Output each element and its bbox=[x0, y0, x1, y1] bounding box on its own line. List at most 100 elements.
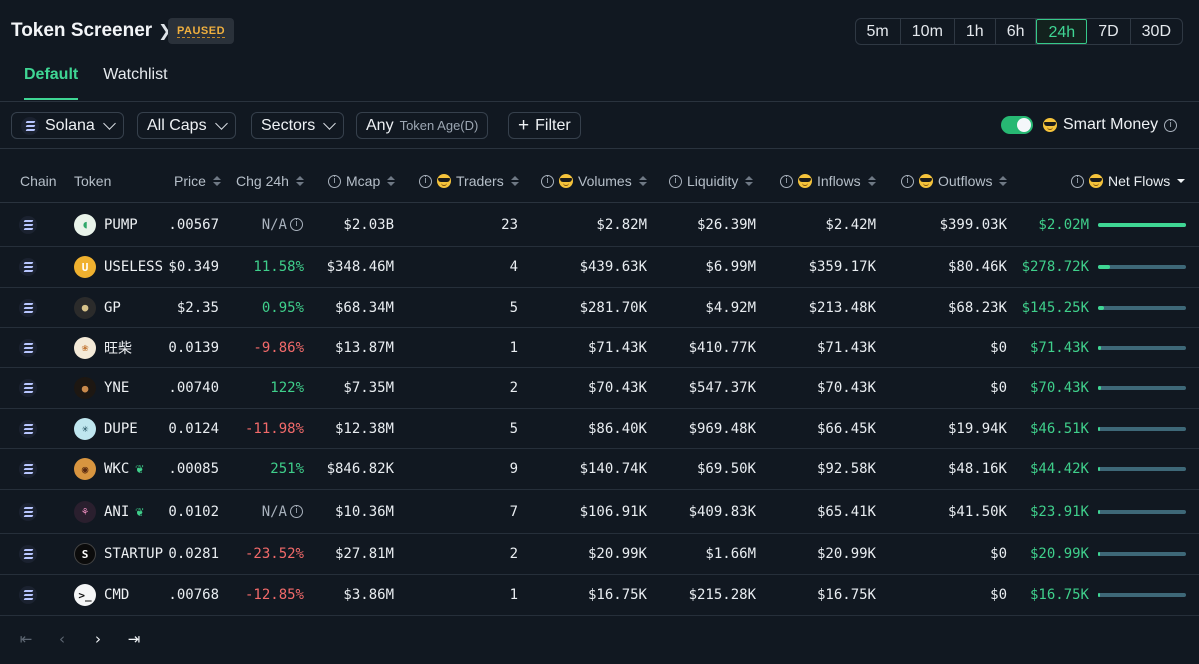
net-flows-bar bbox=[1098, 386, 1186, 390]
col-inflows[interactable]: i Inflows bbox=[780, 173, 876, 189]
col-liquidity[interactable]: i Liquidity bbox=[669, 173, 754, 189]
traders-cell: 1 bbox=[509, 587, 518, 603]
token-name-cell[interactable]: YNE bbox=[104, 380, 129, 396]
token-name-cell[interactable]: PUMP bbox=[104, 217, 138, 233]
info-icon[interactable]: i bbox=[419, 174, 432, 188]
first-page-icon[interactable]: ⇤ bbox=[19, 630, 33, 648]
table-row[interactable]: ● GP $2.35 0.95% $68.34M 5 $281.70K $4.92M $213.… bbox=[0, 288, 1199, 328]
token-name-cell[interactable]: ANI ❦ bbox=[104, 504, 144, 520]
col-mcap-label: Mcap bbox=[346, 173, 381, 189]
timeframe-5m[interactable]: 5m bbox=[856, 19, 901, 44]
timeframe-6h[interactable]: 6h bbox=[996, 19, 1037, 44]
timeframe-7d[interactable]: 7D bbox=[1087, 19, 1131, 44]
token-name-cell[interactable]: GP bbox=[104, 300, 121, 316]
col-outflows[interactable]: i Outflows bbox=[901, 173, 1008, 189]
token-name-cell[interactable]: CMD bbox=[104, 587, 129, 603]
filter-bar: Solana All Caps Sectors Any Token Age(D)… bbox=[0, 102, 1199, 149]
timeframe-30d[interactable]: 30D bbox=[1141, 23, 1171, 40]
col-net-flows[interactable]: i Net Flows bbox=[1071, 173, 1186, 189]
table-row[interactable]: U USELESS $0.349 11.58% $348.46M 4 $439.63K $6.… bbox=[0, 247, 1199, 288]
price-cell: .00567 bbox=[168, 216, 219, 233]
net-flows-cell: $46.51K bbox=[1029, 420, 1089, 437]
info-icon[interactable]: i bbox=[290, 218, 303, 231]
col-chg[interactable]: Chg 24h bbox=[236, 173, 304, 189]
token-name-cell[interactable]: STARTUP bbox=[104, 546, 163, 562]
liquidity-cell: $410.77K bbox=[688, 339, 756, 356]
next-page-icon[interactable]: › bbox=[95, 630, 101, 648]
timeframe-1h[interactable]: 1h bbox=[955, 19, 996, 44]
net-flows-bar-fill bbox=[1098, 552, 1100, 556]
table-row[interactable]: ◉ WKC ❦ .00085 251% $846.82K 9 $140.74K $69.50K $… bbox=[0, 449, 1199, 490]
token-name-cell[interactable]: WKC ❦ bbox=[104, 461, 144, 477]
chg-24h-cell: N/A i bbox=[262, 504, 303, 520]
table-row[interactable]: ⚘ ANI ❦ 0.0102 N/A i $10.36M 7 $106.91K $409.83K $… bbox=[0, 490, 1199, 534]
info-icon[interactable]: i bbox=[1071, 174, 1084, 188]
info-icon[interactable]: i bbox=[290, 505, 303, 518]
sort-icon bbox=[510, 176, 519, 186]
timeframe-24h[interactable]: 24h bbox=[1036, 19, 1088, 44]
table-row[interactable]: ● YNE .00740 122% $7.35M 2 $70.43K $547.37K $70.… bbox=[0, 368, 1199, 409]
token-age-filter[interactable]: Any Token Age(D) bbox=[356, 112, 489, 139]
traders-cell: 2 bbox=[509, 380, 518, 396]
info-icon[interactable]: i bbox=[669, 174, 682, 188]
table-row[interactable]: S STARTUP 0.0281 -23.52% $27.81M 2 $20.99K $1.6… bbox=[0, 534, 1199, 575]
tab-default[interactable]: Default bbox=[24, 66, 79, 100]
wkc-avatar-icon: ◉ bbox=[74, 458, 96, 480]
inflows-cell: $20.99K bbox=[816, 546, 876, 562]
status-badge-label: PAUSED bbox=[177, 25, 226, 38]
chg-24h-cell: 251% bbox=[270, 461, 304, 477]
sort-icon bbox=[867, 176, 876, 186]
chg-24h-cell: -12.85% bbox=[244, 587, 304, 603]
outflows-cell: $48.16K bbox=[947, 461, 1007, 477]
tab-watchlist[interactable]: Watchlist bbox=[103, 66, 168, 83]
chevron-down-icon bbox=[214, 117, 228, 130]
pill-icon: ◖ bbox=[74, 213, 96, 236]
net-flows-bar bbox=[1098, 222, 1186, 227]
net-flows-cell: $44.42K bbox=[1029, 461, 1089, 477]
page-title[interactable]: Token Screener ❯ bbox=[11, 20, 172, 42]
token-name-cell[interactable]: 旺柴 bbox=[104, 338, 132, 358]
sunglasses-emoji-icon bbox=[1089, 174, 1103, 188]
prev-page-icon[interactable]: ‹ bbox=[59, 630, 65, 648]
info-icon[interactable]: i bbox=[1164, 118, 1178, 132]
traders-cell: 2 bbox=[509, 546, 518, 562]
net-flows-bar-fill bbox=[1098, 426, 1100, 431]
token-name-cell[interactable]: DUPE bbox=[104, 421, 138, 437]
traders-cell: 23 bbox=[501, 216, 518, 233]
table-row[interactable]: ◖ PUMP .00567 N/A i $2.03B 23 $2.82M $26.39M $2.4… bbox=[0, 203, 1199, 247]
net-flows-bar-fill bbox=[1098, 222, 1186, 227]
smart-money-toggle[interactable] bbox=[1001, 116, 1033, 134]
sprout-icon: ❦ bbox=[135, 503, 144, 520]
outflows-cell: $0 bbox=[990, 380, 1007, 396]
last-page-icon[interactable]: ⇥ bbox=[127, 630, 141, 648]
caps-dropdown[interactable]: All Caps bbox=[137, 112, 236, 139]
info-icon[interactable]: i bbox=[328, 174, 341, 188]
timeframe-10m[interactable]: 10m bbox=[901, 19, 955, 44]
sectors-dropdown[interactable]: Sectors bbox=[251, 112, 345, 139]
outflows-cell: $80.46K bbox=[947, 259, 1007, 275]
table-row[interactable]: ✳ DUPE 0.0124 -11.98% $12.38M 5 $86.40K $969.48… bbox=[0, 409, 1199, 449]
info-icon[interactable]: i bbox=[901, 174, 914, 188]
table-row[interactable]: ❀ 旺柴 0.0139 -9.86% $13.87M 1 $71.43K $410.77K $7… bbox=[0, 328, 1199, 368]
net-flows-cell: $2.02M bbox=[1038, 216, 1089, 233]
col-traders[interactable]: i Traders bbox=[419, 173, 519, 189]
chain-dropdown[interactable]: Solana bbox=[11, 112, 124, 139]
outflows-cell: $41.50K bbox=[947, 503, 1007, 520]
col-chain: Chain bbox=[20, 173, 57, 189]
liquidity-cell: $547.37K bbox=[688, 380, 756, 396]
token-name: WKC bbox=[104, 461, 130, 477]
col-mcap[interactable]: i Mcap bbox=[328, 173, 396, 189]
liquidity-cell: $215.28K bbox=[688, 587, 756, 603]
table-row[interactable]: >_ CMD .00768 -12.85% $3.86M 1 $16.75K $215.28K… bbox=[0, 575, 1199, 616]
net-flows-bar bbox=[1098, 265, 1186, 269]
col-volumes[interactable]: i Volumes bbox=[541, 173, 647, 189]
net-flows-cell: $278.72K bbox=[1021, 259, 1089, 275]
token-name-cell[interactable]: USELESS bbox=[104, 259, 163, 275]
status-badge[interactable]: PAUSED bbox=[168, 18, 235, 44]
info-icon[interactable]: i bbox=[541, 174, 554, 188]
liquidity-cell: $1.66M bbox=[705, 546, 756, 562]
col-price[interactable]: Price bbox=[174, 173, 221, 189]
solana-icon bbox=[19, 586, 37, 604]
add-filter-button[interactable]: + Filter bbox=[508, 112, 581, 139]
info-icon[interactable]: i bbox=[780, 174, 793, 188]
